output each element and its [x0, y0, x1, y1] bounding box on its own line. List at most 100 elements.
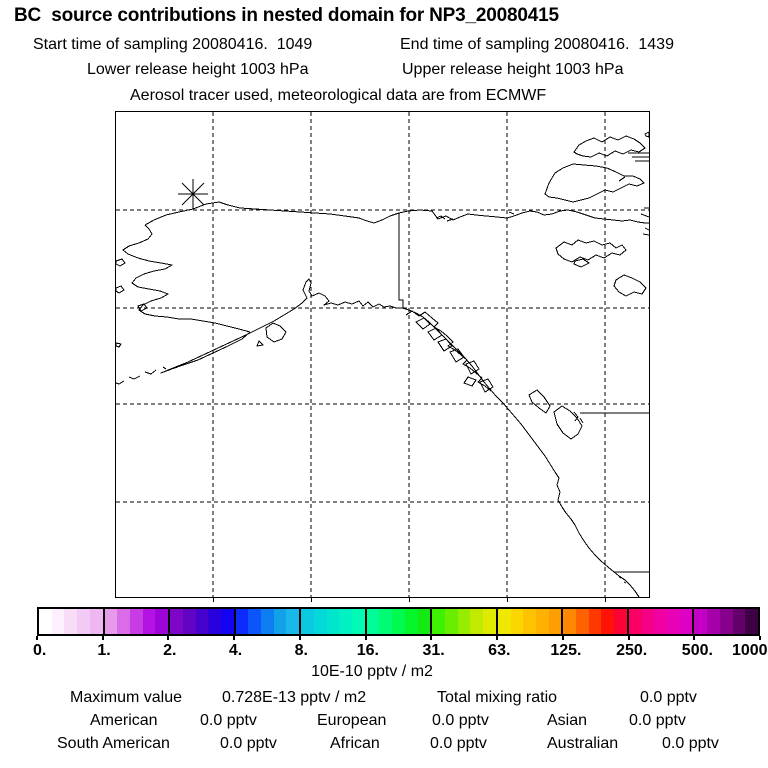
region-value-american: 0.0 pptv — [200, 712, 257, 729]
region-label-african: African — [330, 735, 380, 752]
colorbar-cell — [432, 609, 445, 634]
colorbar-cell — [235, 609, 249, 634]
colorbar-boundary-tick — [364, 636, 367, 640]
colorbar-segment-4 — [301, 609, 367, 634]
colorbar-cell — [417, 609, 431, 634]
colorbar-boundary-tick — [298, 636, 301, 640]
colorbar-cell — [535, 609, 549, 634]
colorbar-segment-10 — [694, 609, 758, 634]
colorbar-cell — [601, 609, 615, 634]
colorbar-cell — [576, 609, 589, 634]
colorbar-cell — [694, 609, 708, 634]
colorbar-cell — [745, 609, 758, 634]
colorbar-tick-label: 2. — [163, 642, 177, 659]
region-label-american: American — [90, 712, 158, 729]
end-time-text: End time of sampling 20080416. 1439 — [400, 36, 674, 53]
tracer-info-text: Aerosol tracer used, meteorological data… — [130, 87, 547, 104]
colorbar-cell — [286, 609, 300, 634]
colorbar-cell — [339, 609, 352, 634]
colorbar-tick-label: 63. — [488, 642, 511, 659]
region-label-european: European — [317, 712, 387, 729]
colorbar-segment-2 — [170, 609, 236, 634]
axis-tick — [213, 597, 214, 602]
map-panel — [115, 111, 650, 598]
colorbar-cell — [220, 609, 234, 634]
axis-tick — [605, 597, 606, 602]
colorbar-unit-label: 10E-10 pptv / m2 — [311, 663, 433, 680]
colorbar-cell — [104, 609, 118, 634]
colorbar-tick-label: 16. — [356, 642, 379, 659]
colorbar-cell — [261, 609, 274, 634]
colorbar-cell — [248, 609, 262, 634]
colorbar-cell — [142, 609, 156, 634]
colorbar-tick-label: 31. — [422, 642, 445, 659]
total-ratio-value: 0.0 pptv — [640, 689, 697, 706]
colorbar-boundary-tick — [561, 636, 564, 640]
colorbar-boundary-tick — [430, 636, 433, 640]
colorbar-cell — [588, 609, 602, 634]
total-ratio-label: Total mixing ratio — [437, 689, 558, 706]
colorbar-segment-9 — [628, 609, 695, 634]
map-graphic — [116, 112, 649, 597]
region-value-asian: 0.0 pptv — [629, 712, 686, 729]
colorbar-gradient — [37, 607, 760, 636]
colorbar-cell — [470, 609, 484, 634]
colorbar-boundary-tick — [693, 636, 696, 640]
map-borders — [398, 213, 649, 573]
colorbar-segment-3 — [235, 609, 302, 634]
colorbar-cell — [614, 609, 627, 634]
colorbar-tick-label: 4. — [228, 642, 243, 659]
colorbar-cell — [39, 609, 52, 634]
colorbar-segment-1 — [104, 609, 171, 634]
colorbar-cell — [483, 609, 496, 634]
colorbar-segment-8 — [563, 609, 629, 634]
region-value-african: 0.0 pptv — [430, 735, 487, 752]
colorbar-segment-7 — [497, 609, 564, 634]
colorbar-segment-5 — [366, 609, 433, 634]
region-value-european: 0.0 pptv — [432, 712, 489, 729]
colorbar-cell — [444, 609, 458, 634]
start-time-text: Start time of sampling 20080416. 1049 — [33, 36, 313, 53]
colorbar-tick-label: 1000. — [731, 642, 768, 659]
colorbar-boundary-tick — [101, 636, 104, 640]
region-value-australian: 0.0 pptv — [662, 735, 719, 752]
colorbar-cell — [208, 609, 221, 634]
colorbar-cell — [667, 609, 680, 634]
colorbar-cell — [654, 609, 668, 634]
colorbar-cell — [497, 609, 511, 634]
colorbar-cell — [301, 609, 314, 634]
colorbar-tick-label: 500. — [681, 642, 713, 659]
colorbar-tick-label: 125. — [550, 642, 582, 659]
colorbar-cell — [313, 609, 327, 634]
colorbar-boundary-tick — [627, 636, 630, 640]
colorbar-cell — [404, 609, 418, 634]
colorbar-tick-label: 0. — [32, 642, 47, 659]
colorbar-cell — [628, 609, 642, 634]
region-label-south-american: South American — [57, 735, 170, 752]
source-marker — [178, 178, 209, 209]
lower-release-text: Lower release height 1003 hPa — [87, 61, 309, 78]
colorbar-cell — [719, 609, 733, 634]
colorbar-cell — [155, 609, 169, 634]
colorbar-cell — [641, 609, 655, 634]
colorbar-cell — [352, 609, 365, 634]
colorbar-cell — [510, 609, 524, 634]
upper-release-text: Upper release height 1003 hPa — [402, 61, 624, 78]
colorbar-cell — [707, 609, 720, 634]
colorbar-cell — [89, 609, 103, 634]
colorbar-cell — [379, 609, 393, 634]
colorbar-cell — [326, 609, 340, 634]
colorbar-tick-label: 1. — [97, 642, 111, 659]
axis-tick — [409, 597, 410, 602]
colorbar-cell — [129, 609, 143, 634]
region-value-south-american: 0.0 pptv — [220, 735, 277, 752]
maximum-value: 0.728E-13 pptv / m2 — [222, 689, 367, 706]
colorbar-cell — [170, 609, 183, 634]
colorbar-cell — [195, 609, 209, 634]
map-coastlines — [116, 131, 649, 597]
region-label-asian: Asian — [547, 712, 588, 729]
colorbar-cell — [77, 609, 90, 634]
axis-tick — [507, 597, 508, 602]
map-gridlines — [116, 112, 649, 597]
colorbar-tick-label: 8. — [294, 642, 308, 659]
